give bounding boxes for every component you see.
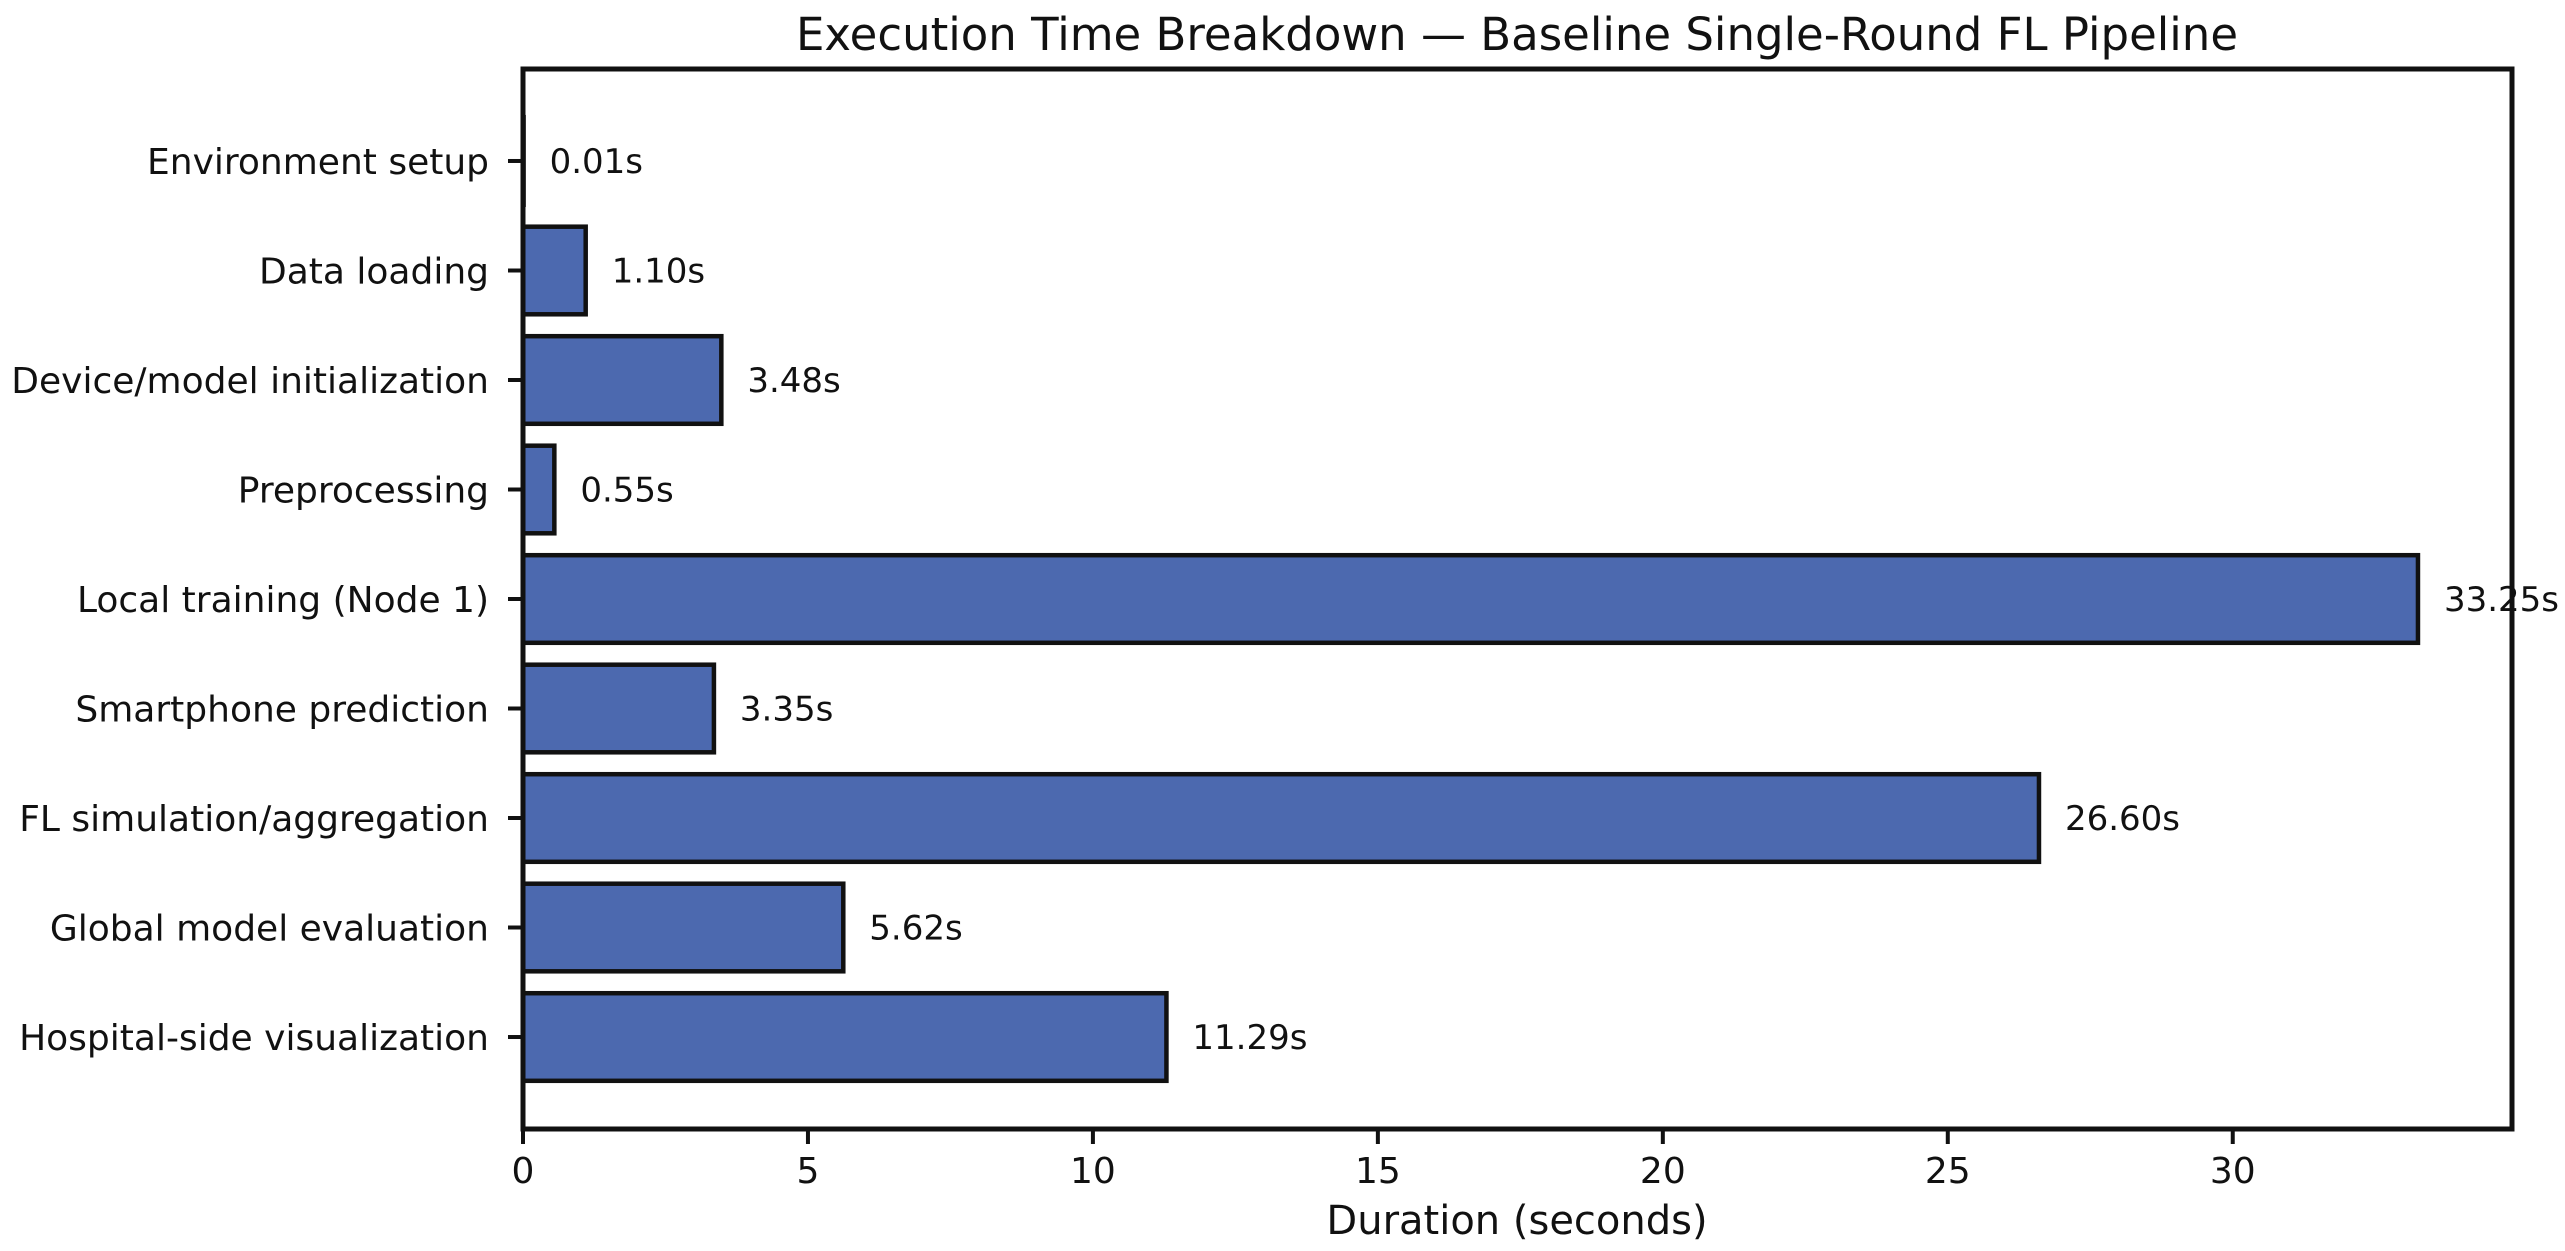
bar [520,771,2042,865]
x-tick-label: 15 [1355,1151,1401,1192]
chart-title: Execution Time Breakdown — Baseline Sing… [796,8,2238,61]
bar [520,990,1169,1084]
bar-value-label: 5.62s [869,909,962,949]
bar-value-label: 1.10s [612,251,705,291]
bar-value-label: 11.29s [1192,1018,1307,1058]
bar-value-label: 33.25s [2444,580,2559,620]
bar [520,662,717,755]
bar [520,224,588,317]
category-label: Local training (Node 1) [77,580,489,621]
x-axis-label: Duration (seconds) [1326,1198,1707,1244]
bar [520,881,846,974]
category-label: Environment setup [147,142,489,183]
x-tick-label: 30 [2210,1151,2256,1192]
x-tick-label: 5 [797,1151,820,1192]
category-label: Data loading [259,251,489,292]
bar-value-label: 0.01s [550,142,643,182]
x-tick-label: 20 [1640,1151,1686,1192]
x-tick-label: 25 [1925,1151,1971,1192]
x-tick-label: 0 [512,1151,535,1192]
bar-value-label: 3.48s [747,361,840,401]
plot-area: Environment setup 0.01s Data loading 1.10s D… [11,66,2559,1192]
x-tick-label: 10 [1070,1151,1116,1192]
category-label: Hospital-side visualization [19,1018,489,1059]
bar [520,443,557,536]
category-label: Global model evaluation [50,909,489,950]
bar-value-label: 3.35s [740,690,833,730]
bar-value-label: 0.55s [580,470,673,510]
category-label: Smartphone prediction [75,690,489,731]
bar [520,552,2421,646]
category-label: FL simulation/aggregation [19,799,489,840]
bar-value-label: 26.60s [2065,799,2180,839]
bar [520,333,724,427]
category-label: Preprocessing [238,470,489,511]
category-label: Device/model initialization [11,361,489,402]
